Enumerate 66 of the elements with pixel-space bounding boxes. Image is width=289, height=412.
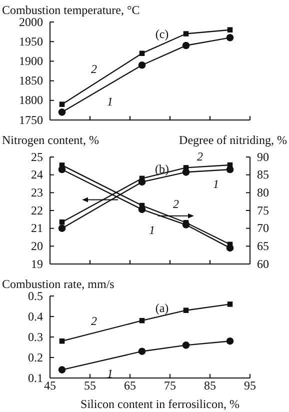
series-label: 2	[91, 314, 97, 328]
point	[183, 308, 189, 313]
y-tick-label: 2000	[19, 14, 43, 29]
point	[59, 162, 65, 168]
annotation: (b)	[155, 162, 169, 176]
y-tick-label: 25	[31, 150, 43, 164]
y-tick-label: 0.1	[28, 370, 43, 385]
y2-tick-label: 85	[257, 168, 269, 182]
point	[183, 31, 189, 36]
x-tick-label: 85	[204, 378, 216, 393]
y-axis-title: Combustion temperature, °C	[2, 3, 140, 17]
y-tick-label: 1750	[19, 112, 43, 127]
x-tick-label: 55	[84, 378, 96, 393]
point	[182, 42, 190, 50]
series-label: 2	[197, 149, 203, 164]
y-tick-label: 1800	[19, 93, 43, 108]
point	[182, 168, 190, 176]
y2-tick-label: 80	[257, 186, 269, 200]
x-tick-label: 75	[164, 378, 176, 393]
series-label: 2	[173, 197, 179, 212]
y-tick-label: 20	[31, 239, 43, 254]
y-axis-title: Nitrogen content, %	[2, 133, 99, 147]
y2-tick-label: 75	[257, 203, 269, 218]
series-label: 1	[149, 223, 155, 238]
point	[138, 348, 146, 355]
y-tick-label: 0.5	[28, 288, 43, 303]
y-tick-label: 1850	[19, 74, 43, 88]
x-tick-label: 45	[44, 378, 56, 393]
point	[59, 102, 65, 107]
x-tick-label: 65	[124, 378, 136, 393]
point	[226, 166, 234, 174]
y-tick-label: 19	[31, 256, 43, 271]
x-axis-title: Silicon content in ferrosilicon, %	[80, 397, 240, 411]
point	[226, 337, 234, 345]
series-label: 2	[91, 62, 97, 76]
y-tick-label: 22	[31, 203, 43, 218]
point	[138, 178, 146, 186]
y-axis-title: Combustion rate, mm/s	[2, 277, 115, 291]
point	[226, 34, 234, 42]
series-label: 1	[107, 366, 113, 381]
y-tick-label: 0.3	[28, 330, 43, 344]
y2-tick-label: 65	[257, 239, 269, 254]
y-tick-label: 23	[31, 186, 43, 200]
point	[58, 108, 66, 116]
y-tick-label: 0.2	[28, 350, 43, 364]
y2-axis-title: Degree of nitriding, %	[179, 133, 287, 147]
annotation: (a)	[155, 301, 169, 315]
y-tick-label: 21	[31, 221, 43, 236]
y-tick-label: 0.4	[28, 309, 43, 324]
y-tick-label: 24	[31, 168, 43, 182]
x-tick-label: 95	[244, 378, 256, 393]
point	[138, 61, 146, 69]
point	[182, 342, 190, 349]
annotation: (c)	[155, 27, 169, 41]
point	[227, 27, 233, 32]
series-label: 1	[213, 176, 219, 191]
y-tick-label: 1950	[19, 34, 43, 48]
y-tick-label: 1900	[19, 54, 43, 68]
point	[58, 224, 66, 232]
y2-tick-label: 70	[257, 221, 269, 236]
y2-tick-label: 60	[257, 256, 269, 271]
point	[227, 302, 233, 307]
point	[139, 50, 145, 56]
series-label: 1	[107, 94, 113, 109]
y2-tick-label: 90	[257, 150, 269, 164]
point	[58, 366, 66, 374]
